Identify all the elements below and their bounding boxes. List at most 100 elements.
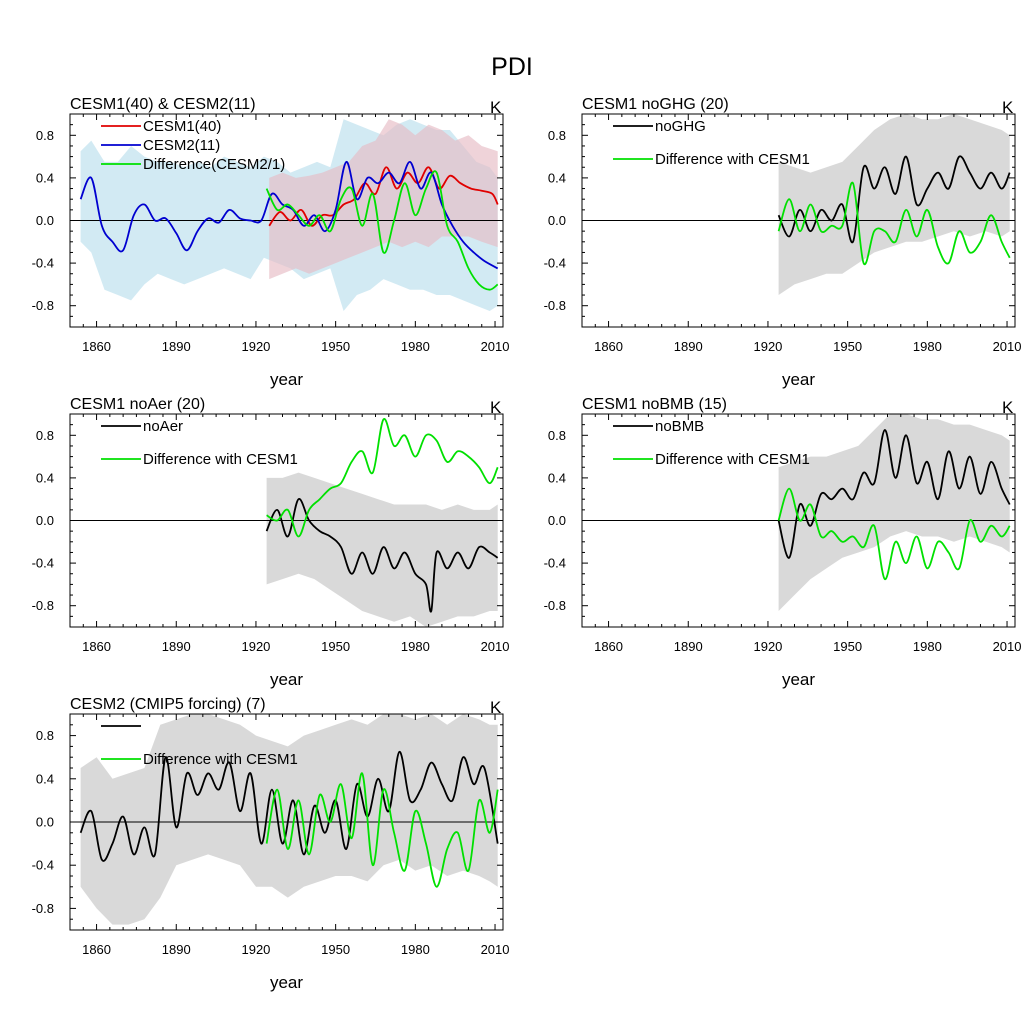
x-tick-label: 1950 <box>321 639 350 654</box>
x-tick-label: 1920 <box>241 639 270 654</box>
x-tick-label: 1950 <box>833 639 862 654</box>
y-tick-label: -0.4 <box>32 256 54 271</box>
units-label: K <box>490 398 502 417</box>
legend-label: CESM1(40) <box>143 118 221 135</box>
series-line-3 <box>265 170 499 291</box>
y-tick-label: 0.8 <box>36 128 54 143</box>
y-tick-label: 0.4 <box>36 170 54 185</box>
legend-label: Difference with CESM1 <box>655 151 810 168</box>
series-line-1 <box>777 155 1011 244</box>
x-tick-label: 1980 <box>913 339 942 354</box>
series-line-1 <box>777 429 1011 559</box>
x-axis-label: year <box>270 670 303 689</box>
panel-title: CESM1 noAer (20) <box>70 396 205 413</box>
x-tick-label: 2010 <box>993 639 1022 654</box>
chart-panel-5: 1860 1890 1920 1950 1980 2010 0.8 0.4 0.0 -0.4 -0.… <box>32 696 510 992</box>
x-tick-label: 1860 <box>82 942 111 957</box>
y-tick-label: -0.8 <box>544 598 566 613</box>
chart-panel-1: 1860 1890 1920 1950 1980 2010 0.8 0.4 0.0 -0.4 -0.… <box>32 96 510 389</box>
y-tick-label: -0.8 <box>32 598 54 613</box>
x-tick-label: 1950 <box>321 339 350 354</box>
legend-label: noGHG <box>655 118 706 135</box>
y-tick-label: 0.4 <box>36 470 54 485</box>
y-tick-label: 0.0 <box>548 213 566 228</box>
x-tick-label: 1860 <box>82 339 111 354</box>
y-tick-label: 0.8 <box>548 428 566 443</box>
x-tick-label: 2010 <box>481 639 510 654</box>
y-tick-label: 0.4 <box>36 771 54 786</box>
plot-area <box>70 714 503 925</box>
y-tick-label: 0.8 <box>36 428 54 443</box>
legend-label: Difference(CESM2/1) <box>143 156 285 173</box>
x-tick-label: 1890 <box>162 942 191 957</box>
spread-band-1 <box>778 114 1010 295</box>
series-line-2 <box>777 182 1011 266</box>
legend-label: noBMB <box>655 418 704 435</box>
chart-panel-4: 1860 1890 1920 1950 1980 2010 0.8 0.4 0.0 -0.4 -0.… <box>544 396 1022 689</box>
x-tick-label: 1860 <box>82 639 111 654</box>
y-tick-label: -0.8 <box>32 901 54 916</box>
y-tick-label: 0.0 <box>36 815 54 830</box>
series-line-2 <box>265 772 499 888</box>
legend-label: Difference with CESM1 <box>655 451 810 468</box>
units-label: K <box>1002 98 1014 117</box>
legend-label: Difference with CESM1 <box>143 751 298 768</box>
x-tick-label: 1980 <box>401 942 430 957</box>
series-line-2 <box>79 160 499 270</box>
y-tick-label: 0.4 <box>548 470 566 485</box>
x-tick-label: 1890 <box>162 339 191 354</box>
x-axis-label: year <box>270 973 303 992</box>
chart-panel-2: 1860 1890 1920 1950 1980 2010 0.8 0.4 0.0 -0.4 -0.… <box>544 96 1022 389</box>
y-tick-label: 0.4 <box>548 170 566 185</box>
x-tick-label: 1980 <box>401 639 430 654</box>
panel-title: CESM1 noBMB (15) <box>582 396 727 413</box>
y-tick-label: -0.4 <box>32 556 54 571</box>
units-label: K <box>490 698 502 717</box>
series-line-1 <box>265 498 499 613</box>
x-tick-label: 2010 <box>481 339 510 354</box>
x-tick-label: 1920 <box>241 942 270 957</box>
plot-area <box>582 114 1015 295</box>
y-tick-label: -0.4 <box>544 256 566 271</box>
x-tick-label: 2010 <box>481 942 510 957</box>
x-tick-label: 1890 <box>674 639 703 654</box>
x-tick-label: 1920 <box>753 639 782 654</box>
x-tick-label: 1950 <box>321 942 350 957</box>
series-line-2 <box>777 487 1011 581</box>
plot-area <box>70 418 503 627</box>
y-tick-label: -0.4 <box>544 556 566 571</box>
units-label: K <box>1002 398 1014 417</box>
legend-label: Difference with CESM1 <box>143 451 298 468</box>
chart-panel-3: 1860 1890 1920 1950 1980 2010 0.8 0.4 0.0 -0.4 -0.… <box>32 396 510 689</box>
y-tick-label: 0.8 <box>36 728 54 743</box>
x-axis-label: year <box>782 670 815 689</box>
units-label: K <box>490 98 502 117</box>
y-tick-label: 0.8 <box>548 128 566 143</box>
figure-title: PDI <box>491 53 533 81</box>
y-tick-label: -0.8 <box>32 298 54 313</box>
panel-title: CESM1(40) & CESM2(11) <box>70 96 256 113</box>
x-tick-label: 1920 <box>241 339 270 354</box>
y-tick-label: -0.8 <box>544 298 566 313</box>
x-axis-label: year <box>270 370 303 389</box>
plot-area <box>70 119 503 311</box>
x-axis-label: year <box>782 370 815 389</box>
legend-label: noAer <box>143 418 183 435</box>
series-line-2 <box>266 418 499 538</box>
y-tick-label: -0.4 <box>32 858 54 873</box>
x-tick-label: 1920 <box>753 339 782 354</box>
x-tick-label: 1860 <box>594 339 623 354</box>
x-tick-label: 1950 <box>833 339 862 354</box>
x-tick-label: 1980 <box>401 339 430 354</box>
y-tick-label: 0.0 <box>548 513 566 528</box>
panel-title: CESM1 noGHG (20) <box>582 96 729 113</box>
legend-label: CESM2(11) <box>143 137 220 154</box>
y-tick-label: 0.0 <box>36 513 54 528</box>
x-tick-label: 1980 <box>913 639 942 654</box>
x-tick-label: 2010 <box>993 339 1022 354</box>
x-tick-label: 1890 <box>674 339 703 354</box>
spread-band-2 <box>269 119 498 280</box>
y-tick-label: 0.0 <box>36 213 54 228</box>
x-tick-label: 1890 <box>162 639 191 654</box>
